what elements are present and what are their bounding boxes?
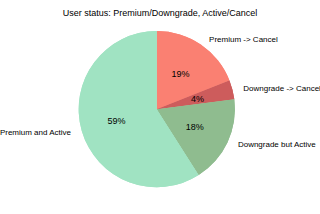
svg-text:User status: Premium/Downgrade: User status: Premium/Downgrade, Active/C… [63, 8, 258, 18]
svg-text:19%: 19% [171, 69, 189, 79]
svg-text:59%: 59% [107, 116, 125, 126]
svg-text:Downgrade -> Cancel: Downgrade -> Cancel [243, 84, 320, 93]
svg-text:Premium -> Cancel: Premium -> Cancel [209, 35, 278, 44]
svg-text:Downgrade but Active: Downgrade but Active [238, 140, 316, 149]
svg-text:Premium and Active: Premium and Active [0, 128, 72, 137]
svg-text:18%: 18% [186, 122, 204, 132]
svg-text:4%: 4% [191, 94, 204, 104]
